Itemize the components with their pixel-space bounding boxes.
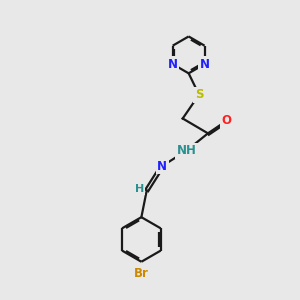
Text: O: O [221, 114, 231, 128]
Text: H: H [135, 184, 144, 194]
Text: N: N [168, 58, 178, 70]
Text: N: N [200, 58, 210, 70]
Text: N: N [157, 160, 167, 172]
Text: S: S [195, 88, 203, 101]
Text: Br: Br [134, 267, 149, 280]
Text: NH: NH [177, 144, 196, 157]
